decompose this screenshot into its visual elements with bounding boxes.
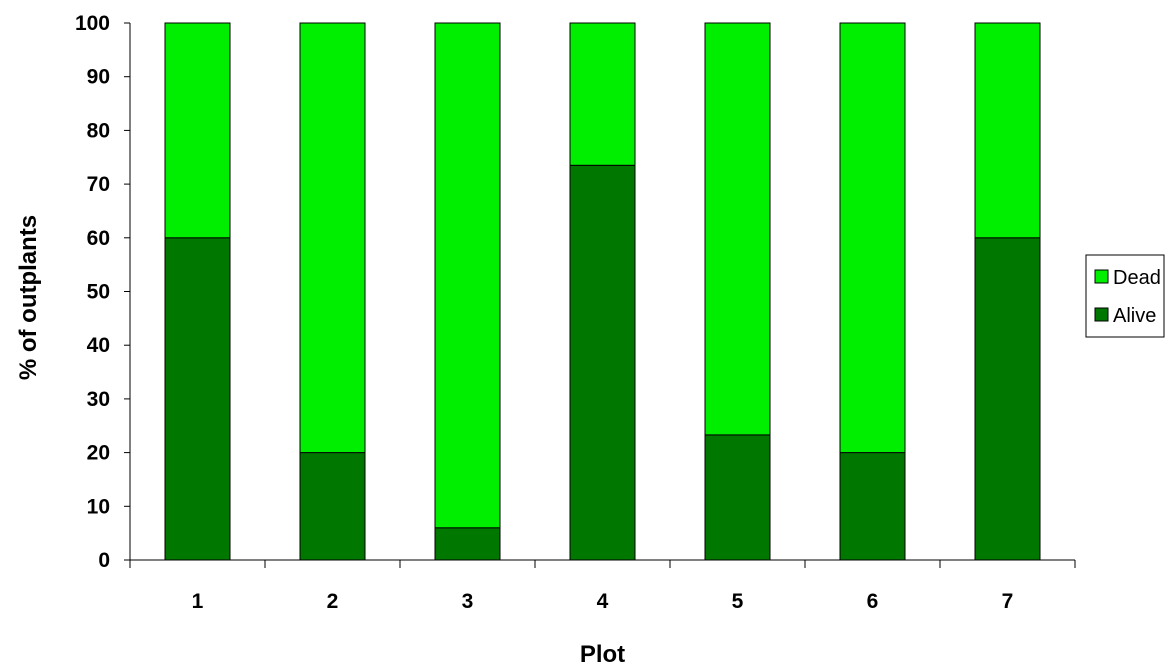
bar-dead-plot-7 [974,22,1041,239]
bar-alive-plot-1 [164,237,231,561]
bar-dead-plot-5 [704,22,771,436]
y-tick-label: 10 [87,495,110,518]
y-tick-label: 100 [75,12,110,35]
y-tick-label: 50 [87,281,110,304]
bar-alive-plot-6 [839,452,906,561]
y-tick-label: 70 [87,173,110,196]
x-tick-label: 4 [597,590,609,613]
legend-swatch-dead [1094,269,1109,284]
bar-alive-plot-7 [974,237,1041,561]
y-tick-label: 90 [87,66,110,89]
x-tick-label: 3 [462,590,474,613]
bar-dead-plot-2 [299,22,366,454]
y-tick-label: 60 [87,227,110,250]
bar-alive-plot-4 [569,164,636,561]
bar-dead-plot-4 [569,22,636,166]
bar-alive-plot-3 [434,527,501,561]
bar-dead-plot-1 [164,22,231,239]
y-tick-label: 20 [87,442,110,465]
x-tick-label: 2 [327,590,339,613]
bar-alive-plot-2 [299,452,366,561]
legend-box [1085,254,1165,338]
bar-dead-plot-3 [434,22,501,529]
x-tick-label: 1 [192,590,204,613]
y-tick-label: 40 [87,334,110,357]
legend-swatch-alive [1094,307,1109,322]
y-tick-label: 80 [87,119,110,142]
y-axis-title: % of outplants [15,215,42,380]
bar-dead-plot-6 [839,22,906,454]
axes-layer [124,22,1076,568]
x-tick-label: 5 [732,590,744,613]
y-tick-label: 0 [98,549,110,572]
bar-alive-plot-5 [704,434,771,561]
bars-layer [164,22,1041,561]
x-tick-label: 6 [867,590,879,613]
x-axis-title: Plot [580,641,625,668]
x-tick-label: 7 [1002,590,1014,613]
y-tick-label: 30 [87,388,110,411]
legend-label-dead: Dead [1113,267,1161,289]
legend: Dead Alive [1085,254,1165,338]
legend-label-alive: Alive [1113,305,1156,327]
